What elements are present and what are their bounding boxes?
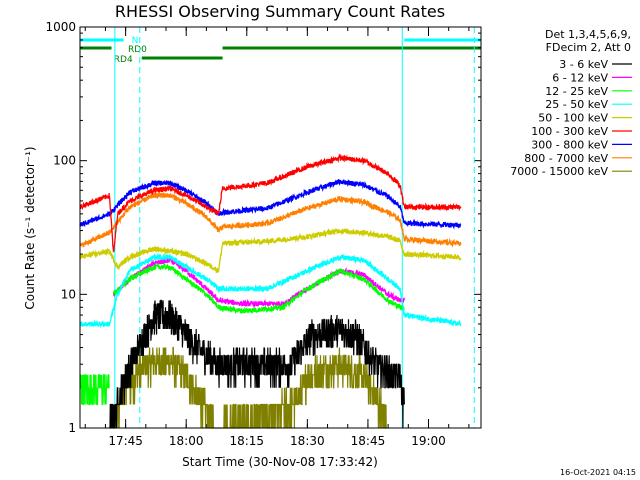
legend-label: 100 - 300 keV	[531, 125, 608, 138]
legend-header-1: Det 1,3,4,5,6,9,	[545, 28, 631, 41]
legend-label: 800 - 7000 keV	[524, 152, 608, 165]
plot-frame	[79, 26, 482, 429]
x-axis-label: Start Time (30-Nov-08 17:33:42)	[182, 455, 378, 469]
x-tick-label: 19:00	[411, 434, 446, 448]
legend: Det 1,3,4,5,6,9, FDecim 2, Att 0 3 - 6 k…	[510, 28, 632, 178]
legend-label: 6 - 12 keV	[552, 71, 608, 84]
y-tick-label: 10	[61, 287, 76, 301]
y-tick-label: 1	[68, 421, 76, 435]
series-line	[112, 256, 405, 309]
series-line	[79, 227, 462, 274]
series-line	[79, 374, 110, 406]
legend-label: 25 - 50 keV	[545, 98, 608, 111]
x-tick-label: 18:15	[229, 434, 264, 448]
series-line	[79, 152, 462, 253]
x-tick-label: 18:00	[169, 434, 204, 448]
data-series	[79, 152, 462, 429]
legend-label: 50 - 100 keV	[538, 112, 608, 125]
footer-timestamp: 16-Oct-2021 04:15	[560, 468, 636, 477]
flag-label: RD4	[114, 55, 133, 65]
legend-label: 3 - 6 keV	[559, 58, 608, 71]
series-line	[109, 299, 405, 429]
y-tick-label: 100	[53, 154, 76, 168]
flag-label: N	[132, 36, 139, 46]
legend-label: 12 - 25 keV	[545, 85, 608, 98]
series-line	[79, 252, 462, 329]
series-line	[112, 262, 405, 315]
legend-header-2: FDecim 2, Att 0	[546, 41, 631, 54]
x-tick-label: 18:30	[290, 434, 325, 448]
series-line	[79, 191, 462, 248]
x-tick-label: 18:45	[351, 434, 386, 448]
y-axis-label: Count Rate (s⁻¹ detector⁻¹)	[23, 146, 37, 309]
legend-label: 300 - 800 keV	[531, 138, 608, 151]
x-tick-labels: 17:45 18:00 18:15 18:30 18:45 19:00	[108, 434, 445, 448]
x-tick-label: 17:45	[108, 434, 143, 448]
y-tick-labels: 1 10 100 1000	[45, 20, 76, 435]
legend-label: 7000 - 15000 keV	[510, 165, 608, 178]
chart-title: RHESSI Observing Summary Count Rates	[115, 2, 445, 21]
y-tick-label: 1000	[45, 20, 76, 34]
flag-label: RD0	[128, 45, 147, 55]
series-line	[79, 179, 462, 230]
